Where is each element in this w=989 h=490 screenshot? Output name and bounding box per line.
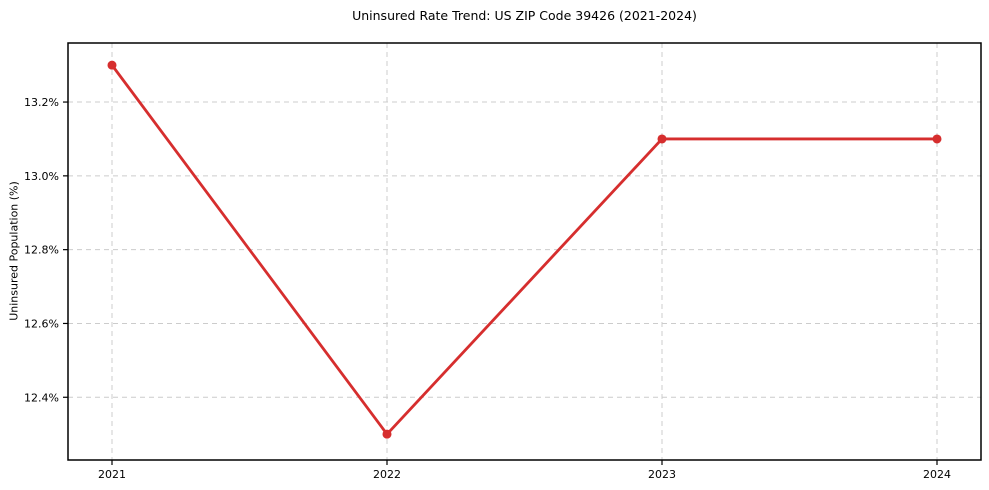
y-tick-label: 12.4% [24,391,59,404]
plot-border [67,42,982,461]
data-point [107,60,117,70]
y-tick-label: 12.6% [24,317,59,330]
y-tick-label: 13.2% [24,96,59,109]
chart-title: Uninsured Rate Trend: US ZIP Code 39426 … [352,8,697,23]
x-tick-label: 2021 [98,468,126,481]
data-point [382,429,392,439]
x-tick-label: 2022 [373,468,401,481]
x-tick-label: 2023 [648,468,676,481]
trend-line [110,64,937,437]
y-tick-label: 13.0% [24,170,59,183]
data-point [932,134,942,144]
x-tick-label: 2024 [923,468,951,481]
data-point [657,134,667,144]
y-tick-label: 12.8% [24,244,59,257]
